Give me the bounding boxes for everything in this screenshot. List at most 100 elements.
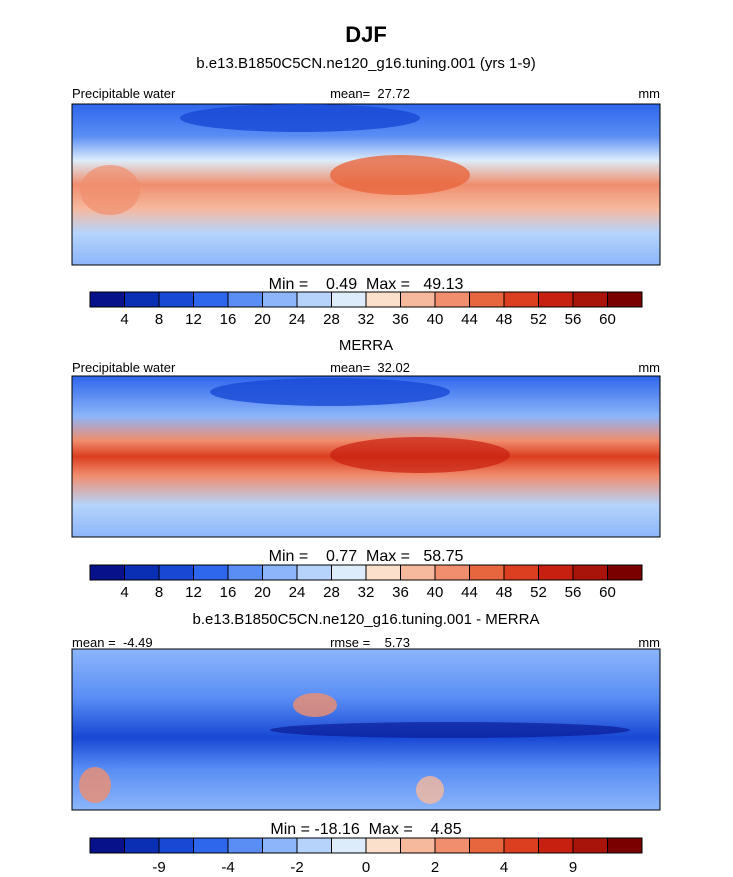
colorbar-label: 8	[155, 584, 163, 601]
colorbar-box	[400, 564, 436, 581]
colorbar-label: 40	[427, 584, 444, 601]
colorbar-label: 16	[220, 584, 237, 601]
colorbar-label: 28	[323, 584, 340, 601]
colorbar-box	[538, 837, 574, 854]
colorbar-label: 24	[289, 311, 306, 328]
colorbar-box	[400, 291, 436, 308]
colorbar-box	[503, 291, 539, 308]
left-label: mean = -4.49	[72, 635, 153, 650]
map-panel	[71, 103, 661, 266]
colorbar-box	[365, 837, 401, 854]
colorbar-box	[296, 291, 332, 308]
figure-title: DJF	[345, 22, 387, 47]
colorbar-box	[124, 564, 160, 581]
right-label: mm	[638, 86, 660, 101]
colorbar-box	[469, 291, 505, 308]
colorbar-box	[89, 564, 125, 581]
colorbar-label: 4	[500, 859, 508, 876]
left-label: Precipitable water	[72, 360, 176, 375]
colorbar-box	[124, 837, 160, 854]
colorbar-box	[607, 291, 643, 308]
colorbar-label: 28	[323, 311, 340, 328]
colorbar-label: 56	[565, 584, 582, 601]
colorbar-label: 60	[599, 584, 616, 601]
left-label: Precipitable water	[72, 86, 176, 101]
colorbar-label: 44	[461, 584, 478, 601]
colorbar-label: 36	[392, 584, 409, 601]
colorbar-box	[607, 564, 643, 581]
colorbar-box	[572, 291, 608, 308]
colorbar-box	[124, 291, 160, 308]
colorbar-label: 60	[599, 311, 616, 328]
colorbar-box	[503, 564, 539, 581]
center-label: rmse = 5.73	[330, 635, 410, 650]
colorbar-label: 56	[565, 311, 582, 328]
colorbar-label: 4	[120, 584, 128, 601]
colorbar-box	[469, 564, 505, 581]
colorbar-label: 32	[358, 311, 375, 328]
colorbar-label: 4	[120, 311, 128, 328]
panel-subtitle: b.e13.B1850C5CN.ne120_g16.tuning.001 - M…	[193, 611, 540, 628]
colorbar-box	[434, 564, 470, 581]
center-label: mean= 27.72	[330, 86, 410, 101]
colorbar-label: 20	[254, 584, 271, 601]
stats: Min = -18.16 Max = 4.85	[270, 821, 461, 838]
colorbar-box	[193, 837, 229, 854]
panel-subtitle: b.e13.B1850C5CN.ne120_g16.tuning.001 (yr…	[196, 55, 535, 72]
colorbar-box	[227, 564, 263, 581]
colorbar-box	[434, 837, 470, 854]
colorbar-label: 0	[362, 859, 370, 876]
panel-subtitle: MERRA	[339, 337, 393, 354]
colorbar-label: 48	[496, 584, 513, 601]
colorbar-box	[538, 291, 574, 308]
colorbar-box	[503, 837, 539, 854]
colorbar-box	[158, 837, 194, 854]
colorbar-label: -9	[152, 859, 165, 876]
colorbar-box	[296, 837, 332, 854]
colorbar-box	[89, 837, 125, 854]
colorbar-label: 20	[254, 311, 271, 328]
colorbar-box	[193, 291, 229, 308]
stats: Min = 0.77 Max = 58.75	[269, 548, 464, 565]
colorbar-label: 12	[185, 311, 202, 328]
colorbar-box	[365, 291, 401, 308]
colorbar-label: 36	[392, 311, 409, 328]
colorbar-box	[607, 837, 643, 854]
colorbar-box	[434, 291, 470, 308]
colorbar-box	[331, 291, 367, 308]
colorbar-box	[193, 564, 229, 581]
colorbar-label: 12	[185, 584, 202, 601]
right-label: mm	[638, 360, 660, 375]
colorbar-box	[400, 837, 436, 854]
colorbar-label: 2	[431, 859, 439, 876]
map-panel	[71, 648, 661, 811]
colorbar-label: 9	[569, 859, 577, 876]
colorbar-label: 8	[155, 311, 163, 328]
colorbar-label: 40	[427, 311, 444, 328]
colorbar-box	[262, 837, 298, 854]
colorbar-box	[158, 564, 194, 581]
map-panel	[71, 375, 661, 538]
colorbar-box	[262, 564, 298, 581]
center-label: mean= 32.02	[330, 360, 410, 375]
colorbar-box	[331, 564, 367, 581]
colorbar-box	[365, 564, 401, 581]
colorbar-box	[296, 564, 332, 581]
colorbar-label: -2	[290, 859, 303, 876]
colorbar-box	[538, 564, 574, 581]
colorbar-box	[227, 291, 263, 308]
colorbar-label: 24	[289, 584, 306, 601]
colorbar-label: -4	[221, 859, 234, 876]
colorbar-box	[262, 291, 298, 308]
stats: Min = 0.49 Max = 49.13	[269, 276, 464, 293]
colorbar-box	[227, 837, 263, 854]
colorbar-label: 48	[496, 311, 513, 328]
right-label: mm	[638, 635, 660, 650]
colorbar-label: 44	[461, 311, 478, 328]
colorbar-label: 32	[358, 584, 375, 601]
colorbar-box	[158, 291, 194, 308]
colorbar-box	[331, 837, 367, 854]
colorbar-label: 52	[530, 584, 547, 601]
colorbar-box	[89, 291, 125, 308]
